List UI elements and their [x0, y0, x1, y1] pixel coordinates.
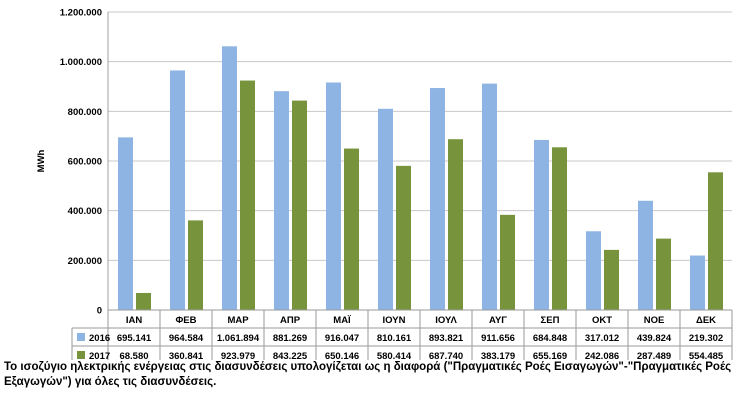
category-label: ΝΟΕ [644, 315, 665, 326]
bar-2016-ΜΑΪ [326, 82, 341, 311]
bar-2016-ΦΕΒ [170, 70, 185, 310]
bar-2016-ΙΟΥΛ [430, 88, 445, 310]
category-label: ΙΑΝ [126, 315, 143, 326]
data-cell: 650.146 [325, 351, 359, 360]
bar-2017-ΜΑΡ [240, 80, 255, 310]
y-tick-label: 600.000 [68, 157, 102, 168]
legend-label-2016: 2016 [89, 333, 110, 344]
y-tick-label: 400.000 [68, 206, 102, 217]
bar-2017-ΣΕΠ [552, 147, 567, 310]
data-cell: 242.086 [585, 351, 619, 360]
legend-swatch-2016 [77, 333, 85, 341]
data-cell: 68.580 [119, 351, 148, 360]
bar-2017-ΙΟΥΛ [448, 139, 463, 310]
bar-2016-ΑΠΡ [274, 91, 289, 310]
y-tick-label: 200.000 [68, 256, 102, 267]
data-cell: 684.848 [533, 333, 567, 344]
bar-2016-ΝΟΕ [638, 200, 653, 310]
data-cell: 843.225 [273, 351, 308, 360]
y-tick-label: 800.000 [68, 107, 102, 118]
category-label: ΑΠΡ [280, 315, 301, 326]
data-cell: 554.485 [689, 351, 724, 360]
bar-2017-ΟΚΤ [604, 249, 619, 310]
bar-chart: 0 200.000 400.000 600.000 800.000 1.000.000 1.… [36, 8, 733, 360]
bar-2017-ΦΕΒ [188, 220, 203, 310]
data-cell: 439.824 [637, 333, 672, 344]
data-cell: 893.821 [429, 333, 464, 344]
chart-caption: Το ισοζύγιο ηλεκτρικής ενέργειας στις δι… [4, 361, 732, 388]
data-cell: 317.012 [585, 333, 619, 344]
data-cell: 881.269 [273, 333, 307, 344]
bar-2017-ΙΑΝ [136, 292, 151, 310]
data-cell: 916.047 [325, 333, 359, 344]
bar-2017-ΜΑΪ [344, 148, 359, 310]
bar-2017-ΑΥΓ [500, 214, 515, 310]
y-tick-label: 1.000.000 [60, 57, 102, 68]
data-cell: 287.489 [637, 351, 671, 360]
y-tick-label: 0 [97, 306, 102, 317]
category-label: ΟΚΤ [592, 315, 612, 326]
data-cell: 360.841 [169, 351, 204, 360]
category-label: ΦΕΒ [176, 315, 197, 326]
bar-2017-ΑΠΡ [292, 100, 307, 310]
bar-2016-ΟΚΤ [586, 231, 601, 310]
category-label: ΣΕΠ [541, 315, 560, 326]
bar-2016-ΑΥΓ [482, 83, 497, 310]
data-cell: 911.656 [481, 333, 515, 344]
data-cell: 695.141 [117, 333, 152, 344]
bar-2017-ΔΕΚ [708, 172, 723, 310]
category-label: ΑΥΓ [489, 315, 507, 326]
data-cell: 1.061.894 [217, 333, 260, 344]
data-cell: 383.179 [481, 351, 515, 360]
category-label: ΔΕΚ [696, 315, 716, 326]
data-cell: 964.584 [169, 333, 204, 344]
category-label: ΜΑΡ [227, 315, 249, 326]
bar-2016-ΣΕΠ [534, 139, 549, 310]
bar-2017-ΝΟΕ [656, 238, 671, 310]
y-axis-label: MWh [36, 149, 47, 172]
bar-2016-ΜΑΡ [222, 46, 237, 310]
y-tick-label: 1.200.000 [60, 8, 102, 19]
data-cell: 580.414 [377, 351, 412, 360]
legend-swatch-2017 [77, 351, 85, 359]
category-label: ΜΑΪ [333, 315, 351, 326]
bar-2017-ΙΟΥΝ [396, 165, 411, 310]
bar-2016-ΙΟΥΝ [378, 108, 393, 310]
category-label: ΙΟΥΛ [435, 315, 457, 326]
legend-label-2017: 2017 [89, 351, 110, 360]
data-cell: 655.169 [533, 351, 567, 360]
bar-2016-ΔΕΚ [690, 255, 705, 310]
data-cell: 923.979 [221, 351, 255, 360]
data-cell: 687.740 [429, 351, 463, 360]
data-cell: 810.161 [377, 333, 412, 344]
bar-2016-ΙΑΝ [118, 137, 133, 310]
chart-frame: 0 200.000 400.000 600.000 800.000 1.000.000 1.… [36, 8, 733, 360]
category-label: ΙΟΥΝ [383, 315, 406, 326]
data-cell: 219.302 [689, 333, 723, 344]
